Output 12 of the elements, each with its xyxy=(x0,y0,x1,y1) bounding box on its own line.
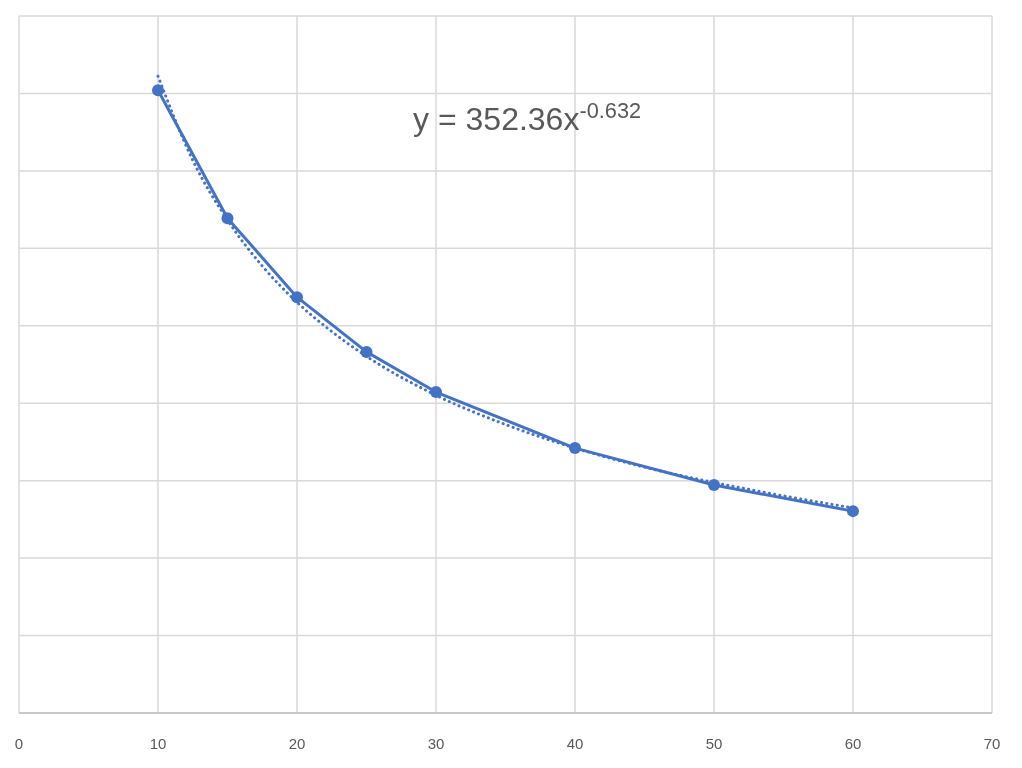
x-tick-label: 30 xyxy=(427,735,445,752)
x-tick-label: 70 xyxy=(983,735,1001,752)
x-tick-label: 50 xyxy=(705,735,723,752)
point xyxy=(291,291,303,304)
annotation: y = 352.36x$^{-0.632}$ xyxy=(413,97,642,138)
x-tick-label: 60 xyxy=(844,735,862,752)
point xyxy=(847,505,859,518)
x-tick-label: 0 xyxy=(14,735,24,752)
x-tick-label: 20 xyxy=(288,735,306,752)
x-tick-label: 40 xyxy=(566,735,584,752)
x-tick-label: 10 xyxy=(149,735,167,752)
point xyxy=(152,84,164,97)
